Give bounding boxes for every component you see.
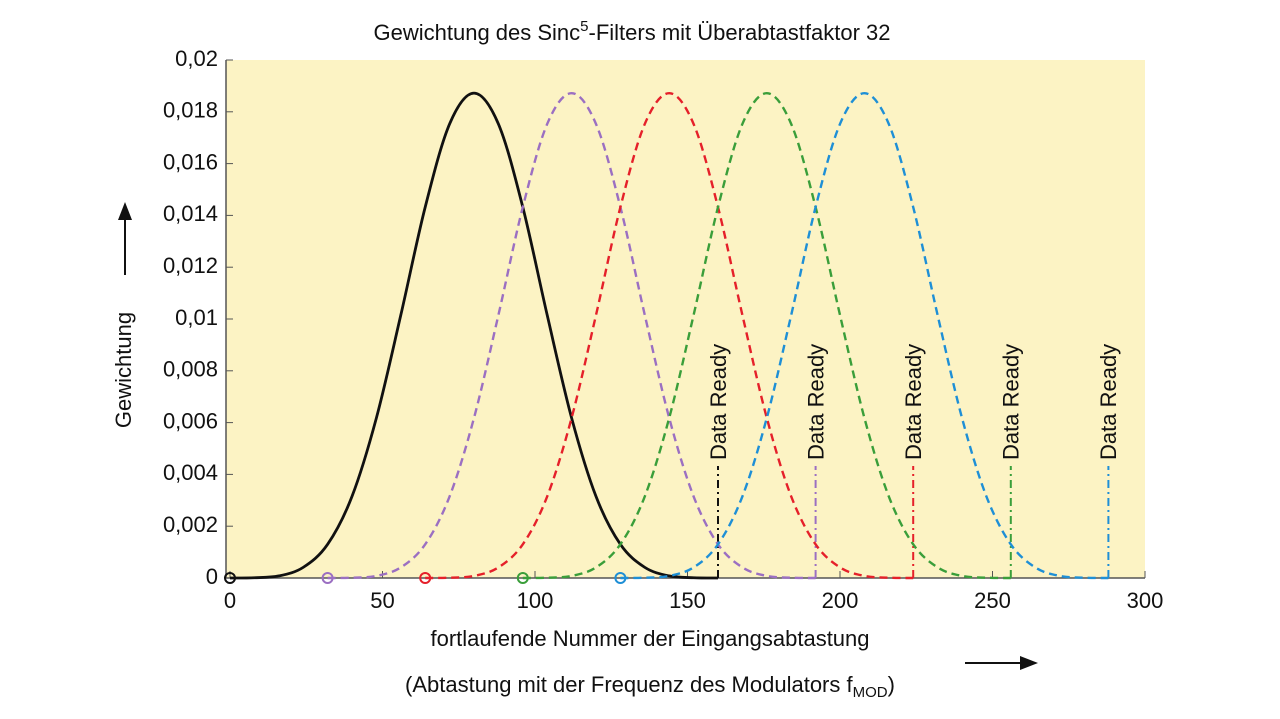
y-tick-label: 0,008 [163,357,218,382]
data-ready-label: Data Ready [901,344,926,460]
data-ready-label: Data Ready [1096,344,1121,460]
y-tick-label: 0,018 [163,98,218,123]
x-tick-label: 300 [1127,588,1164,613]
y-tick-label: 0,02 [175,46,218,71]
start-marker [321,572,334,584]
y-tick-label: 0,014 [163,201,218,226]
chart-title: Gewichtung des Sinc5-Filters mit Überabt… [374,18,891,45]
x-arrow [965,656,1038,670]
series-line [522,91,1011,580]
series-line [425,91,914,580]
y-arrow [118,202,132,275]
x-tick-label: 250 [974,588,1011,613]
data-ready-label: Data Ready [803,344,828,460]
x-axis-label: (Abtastung mit der Frequenz des Modulato… [405,672,895,701]
title-superscript: 5 [580,18,588,35]
x-tick-label: 50 [370,588,394,613]
series-line [327,91,816,580]
x-tick-label: 150 [669,588,706,613]
start-marker [224,572,236,584]
start-marker [614,572,627,584]
start-marker [516,572,529,584]
y-tick-label: 0,016 [163,149,218,174]
y-tick-label: 0,002 [163,512,218,537]
x-label-subscript: MOD [853,684,888,701]
x-tick-label: 0 [224,588,236,613]
data-ready-label: Data Ready [706,344,731,460]
x-tick-label: 200 [822,588,859,613]
plot-area [226,60,1145,578]
series-line [620,91,1109,580]
start-marker [419,572,432,584]
y-tick-label: 0,004 [163,460,218,485]
series-line [229,91,719,580]
x-axis-label: fortlaufende Nummer der Eingangsabtastun… [430,626,869,651]
x-label-part: ) [888,672,895,697]
data-ready-label: Data Ready [999,344,1024,460]
y-tick-label: 0,006 [163,408,218,433]
y-tick-label: 0,01 [175,305,218,330]
x-label-part: (Abtastung mit der Frequenz des Modulato… [405,672,853,697]
title-part: -Filters mit Überabtastfaktor 32 [589,20,891,45]
y-axis-label: Gewichtung [111,312,136,428]
x-tick-label: 100 [517,588,554,613]
y-tick-label: 0,012 [163,253,218,278]
y-tick-label: 0 [206,564,218,589]
title-part: Gewichtung des Sinc [374,20,581,45]
